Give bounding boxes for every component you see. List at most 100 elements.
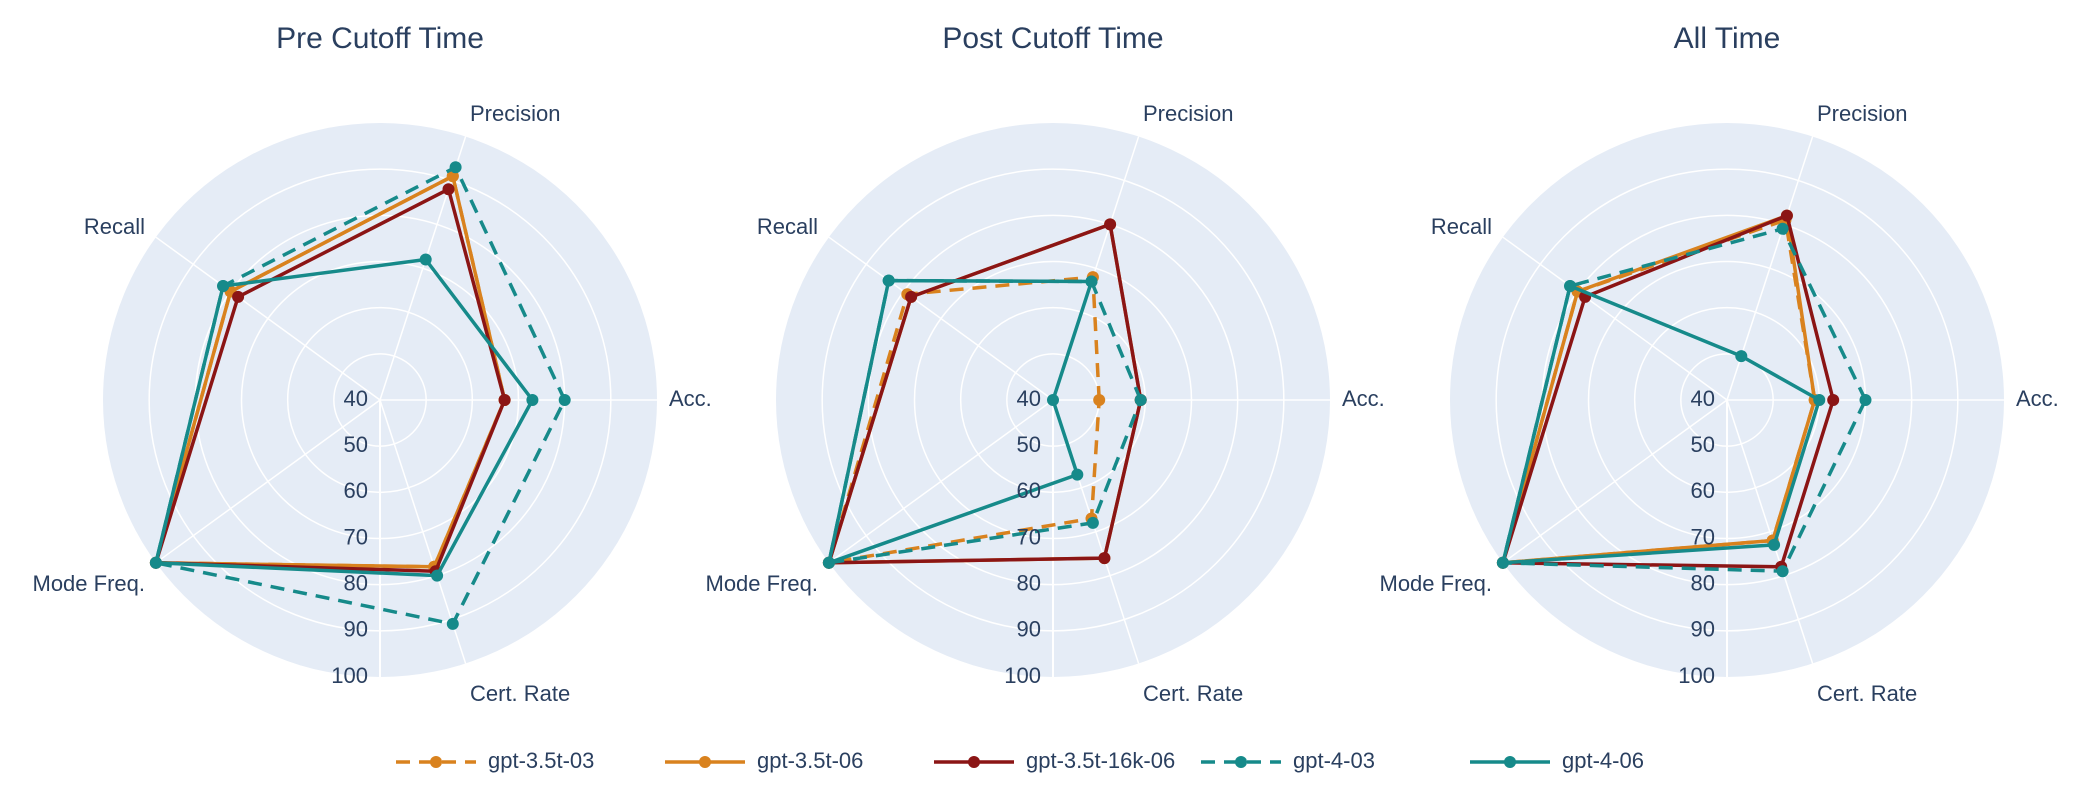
data-point: [1104, 218, 1117, 231]
grid-spoke: [828, 399, 1054, 564]
angular-axis-label: Mode Freq.: [706, 571, 819, 596]
radial-tick-label: 60: [344, 478, 368, 503]
grid-spoke: [155, 399, 381, 564]
data-point: [1086, 516, 1099, 529]
panel-title: Post Cutoff Time: [942, 22, 1163, 55]
radial-tick-label: 60: [1691, 478, 1715, 503]
legend-label: gpt-4-03: [1293, 748, 1375, 773]
radial-tick-label: 90: [1017, 617, 1041, 642]
radial-tick-label: 80: [1691, 570, 1715, 595]
legend-item[interactable]: gpt-3.5t-06: [665, 748, 863, 773]
angular-axis-label: Precision: [470, 101, 560, 126]
data-point: [882, 274, 895, 287]
data-point: [1085, 275, 1098, 288]
grid-spoke: [1726, 399, 1814, 664]
angular-axis-label: Mode Freq.: [33, 571, 146, 596]
radar-panel: Post Cutoff Time 40 50 60 70 80 90 100 Acc. Preci…: [706, 22, 1385, 706]
data-point: [1827, 394, 1840, 406]
legend-marker: [1235, 756, 1247, 768]
grid-spoke: [828, 236, 1054, 401]
data-point: [1768, 538, 1781, 551]
radial-tick-label: 50: [1017, 432, 1041, 457]
series-line: [827, 275, 1101, 565]
radar-panels: Pre Cutoff Time 40 50 60 70 80 90 100 Acc. Precis…: [33, 22, 2059, 706]
radial-tick-label: 70: [1691, 524, 1715, 549]
data-point: [1093, 394, 1106, 406]
legend-item[interactable]: gpt-4-03: [1201, 748, 1375, 773]
angular-axis-label: Acc.: [2016, 386, 2059, 411]
data-point: [1496, 556, 1509, 569]
data-point: [149, 556, 162, 569]
angular-axis-label: Cert. Rate: [1817, 681, 1917, 706]
data-point: [1071, 468, 1084, 481]
data-point: [1735, 350, 1748, 363]
data-point: [449, 161, 462, 174]
angular-axis-label: Precision: [1143, 101, 1233, 126]
legend-label: gpt-3.5t-06: [757, 748, 863, 773]
grid-spoke: [1502, 399, 1728, 564]
angular-axis-label: Cert. Rate: [470, 681, 570, 706]
data-point: [905, 290, 918, 303]
radial-tick-label: 50: [1691, 432, 1715, 457]
series-line: [154, 165, 567, 626]
panel-title: All Time: [1674, 22, 1781, 55]
legend-marker: [699, 756, 711, 768]
radial-tick-label: 40: [344, 386, 368, 411]
radial-tick-label: 40: [1017, 386, 1041, 411]
angular-axis-label: Recall: [84, 214, 145, 239]
angular-axis-label: Recall: [757, 214, 818, 239]
data-point: [558, 394, 571, 406]
data-point: [498, 394, 511, 406]
legend-marker: [968, 756, 980, 768]
series-line: [827, 222, 1143, 565]
radial-tick-label: 90: [344, 617, 368, 642]
data-point: [217, 280, 230, 292]
legend-label: gpt-3.5t-03: [488, 748, 594, 773]
angular-axis-label: Acc.: [669, 386, 712, 411]
angular-axis-label: Mode Freq.: [1380, 571, 1493, 596]
data-point: [822, 556, 835, 569]
data-point: [419, 253, 432, 266]
radial-tick-label: 90: [1691, 617, 1715, 642]
data-point: [1134, 394, 1147, 406]
chart-legend: gpt-3.5t-03 gpt-3.5t-06 gpt-3.5t-16k-06 gpt…: [396, 748, 1644, 773]
angular-axis-label: Precision: [1817, 101, 1907, 126]
data-point: [446, 617, 459, 630]
radial-tick-label: 60: [1017, 478, 1041, 503]
grid-spoke: [155, 236, 381, 401]
data-point: [1813, 394, 1826, 406]
radial-tick-label: 100: [1004, 663, 1041, 688]
legend-label: gpt-4-06: [1562, 748, 1644, 773]
data-point: [1780, 209, 1793, 222]
panel-title: Pre Cutoff Time: [276, 22, 484, 55]
radial-tick-label: 40: [1691, 386, 1715, 411]
radial-tick-label: 80: [344, 570, 368, 595]
angular-axis-label: Acc.: [1342, 386, 1385, 411]
radial-tick-label: 50: [344, 432, 368, 457]
radar-panel: All Time 40 50 60 70 80 90 100 Acc. Precision Reca…: [1380, 22, 2059, 706]
data-point: [442, 183, 455, 196]
data-point: [1564, 280, 1577, 292]
legend-marker: [430, 756, 442, 768]
series-line: [154, 257, 535, 578]
series-line: [154, 174, 507, 569]
grid-spoke: [1502, 236, 1728, 401]
angular-axis-label: Cert. Rate: [1143, 681, 1243, 706]
radial-tick-label: 100: [1678, 663, 1715, 688]
data-point: [1859, 394, 1872, 406]
radial-tick-label: 100: [331, 663, 368, 688]
angular-axis-label: Recall: [1431, 214, 1492, 239]
radar-panel: Pre Cutoff Time 40 50 60 70 80 90 100 Acc. Precis…: [33, 22, 712, 706]
legend-item[interactable]: gpt-3.5t-03: [396, 748, 594, 773]
series-line: [1501, 213, 1835, 569]
data-point: [1776, 565, 1789, 578]
data-point: [232, 290, 245, 303]
legend-item[interactable]: gpt-4-06: [1470, 748, 1644, 773]
legend-marker: [1504, 756, 1516, 768]
series-line: [154, 187, 507, 573]
legend-label: gpt-3.5t-16k-06: [1026, 748, 1175, 773]
legend-item[interactable]: gpt-3.5t-16k-06: [934, 748, 1175, 773]
data-point: [431, 569, 444, 582]
series-line: [827, 278, 1143, 565]
